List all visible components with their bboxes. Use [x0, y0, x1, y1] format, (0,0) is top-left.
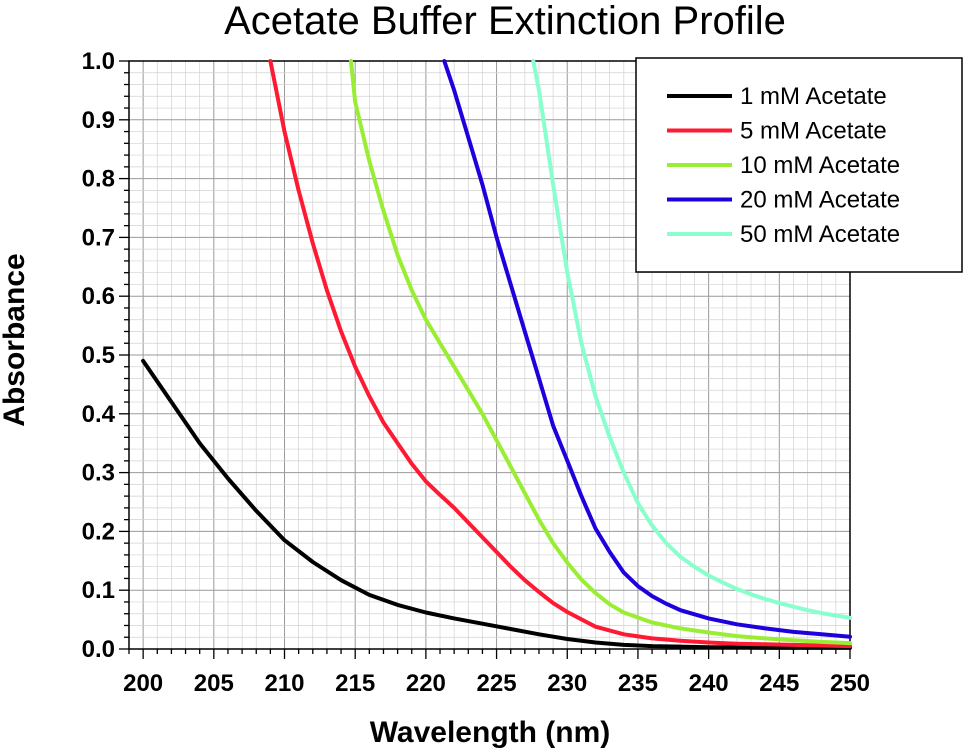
y-tick-label: 0.0 [82, 636, 115, 663]
chart-title: Acetate Buffer Extinction Profile [224, 0, 786, 43]
x-tick-label: 240 [689, 670, 729, 697]
series-line-1 [141, 358, 852, 650]
series-line-2 [268, 59, 852, 649]
legend-label: 5 mM Acetate [740, 118, 887, 145]
x-tick-label: 225 [477, 670, 517, 697]
y-tick-label: 0.7 [82, 224, 115, 251]
x-tick-label: 220 [406, 670, 446, 697]
x-tick-label: 210 [264, 670, 304, 697]
legend-label: 10 mM Acetate [740, 152, 900, 179]
y-tick-label: 0.3 [82, 460, 115, 487]
y-axis-title: Absorbance [0, 253, 31, 426]
y-tick-label: 0.5 [82, 342, 115, 369]
series-line-5 [531, 59, 852, 620]
legend-label: 20 mM Acetate [740, 187, 900, 214]
y-tick-label: 0.8 [82, 166, 115, 193]
axis-ticks: 200 205 210 215 220 225 230 235 240 245 250 0.0 0.1 0… [82, 48, 870, 697]
legend: 1 mM Acetate 5 mM Acetate 10 mM Acetate 20 … [635, 57, 963, 273]
legend-label: 1 mM Acetate [740, 83, 887, 110]
series-line-4 [442, 59, 852, 639]
x-tick-label: 245 [759, 670, 799, 697]
x-tick-label: 205 [194, 670, 234, 697]
legend-label: 50 mM Acetate [740, 221, 900, 248]
y-tick-label: 0.9 [82, 107, 115, 134]
y-tick-label: 1.0 [82, 48, 115, 75]
x-tick-label: 200 [123, 670, 163, 697]
series-line-3 [349, 59, 852, 646]
y-tick-label: 0.1 [82, 577, 115, 604]
legend-items: 1 mM Acetate 5 mM Acetate 10 mM Acetate 20 … [667, 83, 900, 248]
y-tick-label: 0.2 [82, 518, 115, 545]
x-tick-label: 235 [618, 670, 658, 697]
x-tick-label: 215 [335, 670, 375, 697]
y-tick-label: 0.4 [82, 401, 116, 428]
y-tick-label: 0.6 [82, 283, 115, 310]
series-lines [141, 59, 852, 650]
x-tick-label: 250 [830, 670, 870, 697]
x-axis-title: Wavelength (nm) [370, 716, 611, 749]
x-tick-label: 230 [547, 670, 587, 697]
